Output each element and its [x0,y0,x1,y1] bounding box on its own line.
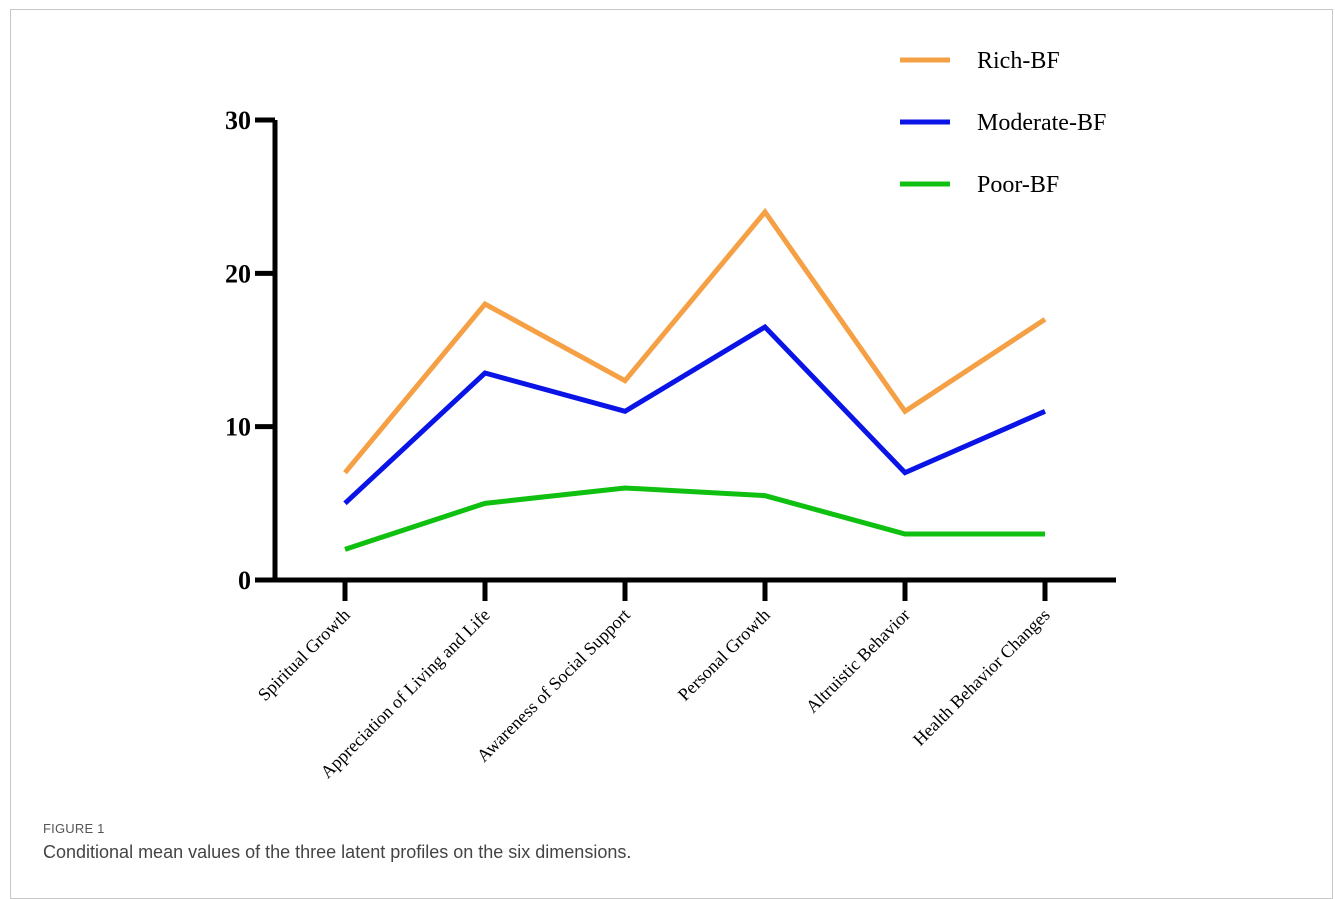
legend: Rich-BF Moderate-BF Poor-BF [900,48,1106,198]
y-tick-label: 0 [238,566,251,595]
figure-label: FIGURE 1 [43,821,105,836]
legend-label: Poor-BF [977,172,1059,198]
x-category-label: Awareness of Social Support [473,605,634,766]
x-category-label: Personal Growth [674,605,774,705]
y-tick-label: 30 [225,106,251,135]
y-ticks: 0 10 20 30 [225,106,275,595]
legend-label: Moderate-BF [977,110,1106,136]
legend-label: Rich-BF [977,48,1060,74]
series-lines [345,212,1045,549]
x-category-label: Appreciation of Living and Life [316,605,493,782]
x-category-label: Altruistic Behavior [802,605,914,717]
y-tick-label: 10 [225,413,251,442]
series-line-rich-bf [345,212,1045,473]
y-tick-label: 20 [225,259,251,288]
series-line-poor-bf [345,488,1045,549]
figure-caption: Conditional mean values of the three lat… [43,842,631,863]
x-category-label: Health Behavior Changes [909,605,1054,750]
x-category-label: Spiritual Growth [254,605,354,705]
series-line-moderate-bf [345,327,1045,503]
